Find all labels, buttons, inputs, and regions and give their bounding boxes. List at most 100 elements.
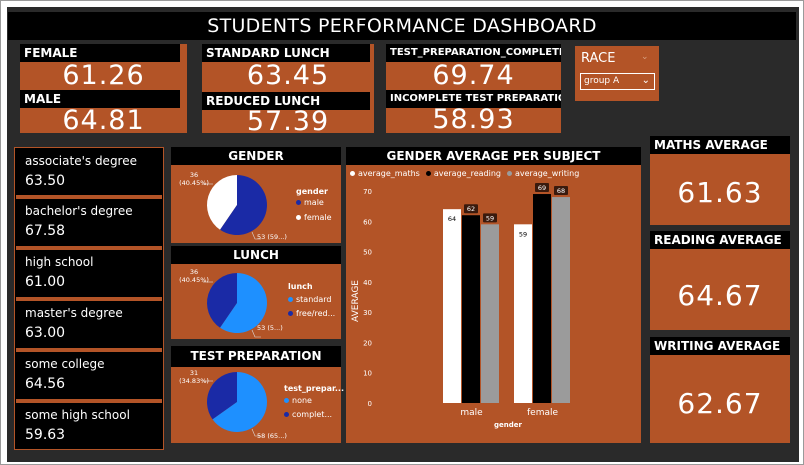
legend-label: free/red...: [296, 309, 336, 318]
pie-slice-none[interactable]: [212, 372, 267, 432]
race-chevron-icon: ⌄: [641, 52, 649, 62]
bar-average_reading-female[interactable]: [533, 194, 551, 403]
female-value: 61.26: [62, 60, 145, 91]
test-incomplete-value: 58.93: [432, 104, 515, 135]
test-prep-pie-legend: test_prepar... none complet...: [284, 384, 344, 419]
test-complete-label: TEST_PREPARATION_COMPLETE: [386, 44, 561, 62]
legend-item: female: [296, 213, 332, 222]
y-tick-label: 70: [363, 188, 372, 196]
y-tick-label: 60: [363, 218, 372, 226]
education-value: 64.56: [25, 376, 66, 392]
gender-pie-callout-male: 53 (59...): [257, 233, 287, 241]
education-item[interactable]: some high school 59.63: [20, 404, 158, 448]
test-prep-pie-panel: TEST PREPARATION 31 (34.83%) 58 (65...) …: [171, 346, 344, 443]
legend-dot: [296, 200, 301, 205]
education-label: some high school: [25, 408, 130, 422]
pie-slice-standard[interactable]: [220, 273, 267, 333]
race-slicer: RACE ⌄ group A ⌄: [575, 46, 659, 101]
legend-label: average_writing: [514, 169, 580, 178]
legend-dot: [288, 311, 293, 316]
bar-data-label: 59: [486, 214, 494, 222]
education-item[interactable]: some college 64.56: [20, 353, 158, 397]
reading-average-label: READING AVERAGE: [650, 231, 790, 249]
race-label: RACE: [581, 51, 616, 66]
male-value: 64.81: [62, 105, 145, 136]
reduced-lunch-label: REDUCED LUNCH: [202, 92, 370, 110]
legend-item: average_reading: [425, 169, 501, 178]
reading-average-card: READING AVERAGE 64.67: [650, 231, 790, 330]
legend-dot: [296, 215, 301, 220]
y-axis-label: AVERAGE: [351, 280, 361, 322]
legend-label: average_maths: [358, 169, 420, 178]
education-value: 67.58: [25, 223, 66, 239]
education-label: associate's degree: [25, 154, 137, 168]
legend-label: male: [304, 198, 324, 207]
legend-label: complet...: [292, 410, 333, 419]
bar-average_reading-male[interactable]: [462, 215, 480, 403]
lunch-kpi-card: STANDARD LUNCH 63.45 REDUCED LUNCH 57.39: [202, 44, 374, 136]
bar-chart-svg: 0 10 20 30 40 50 60 70 AVERAGE 64 62 59 male 59 69 68 fe…: [351, 183, 570, 429]
pie-slice-female[interactable]: [207, 175, 237, 230]
writing-average-value: 62.67: [677, 387, 763, 420]
bar-data-label-bg: [483, 213, 497, 223]
maths-average-value: 61.63: [677, 176, 763, 209]
legend-title: test_prepar...: [284, 384, 344, 393]
pie-leader-line: [251, 329, 261, 338]
education-value: 59.63: [25, 427, 66, 443]
bar-chart-title: GENDER AVERAGE PER SUBJECT: [346, 147, 641, 165]
race-dropdown-value: group A: [584, 76, 620, 86]
lunch-pie-legend: lunch standard free/red...: [288, 282, 335, 318]
pie-slice-male[interactable]: [220, 175, 267, 235]
x-axis-label: gender: [494, 421, 523, 429]
education-item[interactable]: high school 61.00: [20, 251, 158, 295]
legend-item: average_writing: [506, 169, 580, 178]
bar-data-label-bg: [464, 204, 478, 214]
education-separator: [16, 348, 162, 352]
bar-data-label: 69: [538, 184, 546, 192]
legend-item: average_maths: [350, 169, 420, 178]
test-complete-value: 69.74: [432, 60, 515, 91]
education-label: master's degree: [25, 306, 123, 320]
standard-lunch-label: STANDARD LUNCH: [202, 44, 370, 62]
legend-label: average_reading: [433, 169, 501, 178]
gender-pie-chart: [203, 175, 267, 240]
bar-average_maths-male[interactable]: [443, 209, 461, 403]
x-tick-label: male: [460, 408, 483, 418]
race-dropdown[interactable]: group A ⌄: [580, 73, 655, 90]
male-label: MALE: [20, 90, 180, 108]
legend-dot: [506, 171, 512, 176]
legend-dot: [288, 297, 293, 302]
writing-average-card: WRITING AVERAGE 62.67: [650, 337, 790, 443]
y-tick-label: 0: [368, 400, 372, 408]
test-prep-pie-title: TEST PREPARATION: [171, 346, 341, 367]
gender-kpi-card: FEMALE 61.26 MALE 64.81: [20, 44, 187, 136]
education-item[interactable]: master's degree 63.00: [20, 302, 158, 346]
bar-data-label-bg: [554, 186, 568, 196]
lunch-pie-callout-standard: 53 (5...): [257, 324, 283, 332]
pie-slice-complet[interactable]: [207, 372, 237, 420]
education-separator: [16, 195, 162, 199]
lunch-pie-callout-free: 36 (40.45%): [179, 268, 209, 284]
education-item[interactable]: associate's degree 63.50: [20, 150, 158, 194]
bar-average_writing-female[interactable]: [552, 197, 570, 403]
legend-item: complet...: [284, 410, 344, 419]
standard-lunch-value: 63.45: [246, 60, 330, 91]
legend-dot: [284, 398, 289, 403]
legend-title: lunch: [288, 282, 313, 291]
pie-slice-freered[interactable]: [207, 273, 237, 328]
lunch-pie-chart: [203, 273, 267, 338]
gender-pie-legend: gender male female: [296, 187, 332, 222]
education-label: high school: [25, 255, 94, 269]
education-item[interactable]: bachelor's degree 67.58: [20, 200, 158, 244]
education-value: 61.00: [25, 274, 66, 290]
y-tick-label: 50: [363, 249, 372, 257]
y-tick-label: 20: [363, 339, 372, 347]
bar-average_writing-male[interactable]: [481, 224, 499, 403]
bar-average_maths-female[interactable]: [514, 224, 532, 403]
education-value: 63.50: [25, 173, 66, 189]
education-value: 63.00: [25, 325, 66, 341]
chevron-down-icon: ⌄: [641, 75, 650, 86]
lunch-pie-title: LUNCH: [171, 246, 341, 264]
gender-pie-panel: GENDER 36 (40.45%) 53 (59...) gender mal…: [171, 147, 341, 243]
education-separator: [16, 297, 162, 301]
